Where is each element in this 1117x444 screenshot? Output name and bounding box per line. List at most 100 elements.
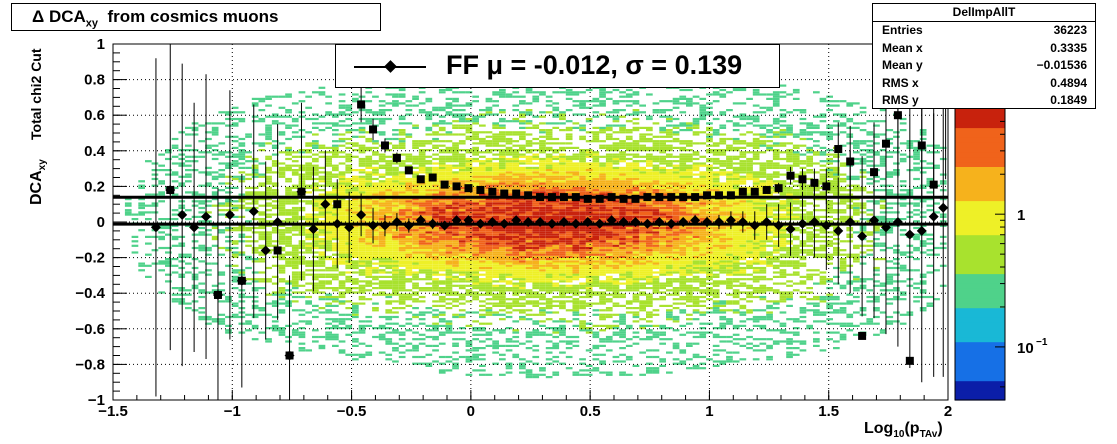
heatmap-cell <box>625 149 633 152</box>
heatmap-cell <box>525 229 533 232</box>
heatmap-cell <box>318 180 326 183</box>
heatmap-cell <box>425 233 433 236</box>
heatmap-cell <box>539 273 546 276</box>
heatmap-cell <box>318 242 326 245</box>
heatmap-cell <box>312 173 319 176</box>
heatmap-cell <box>358 291 366 294</box>
heatmap-cell <box>185 307 192 310</box>
heatmap-cell <box>545 162 553 165</box>
heatmap-cell <box>612 289 620 292</box>
heatmap-cell <box>225 295 232 299</box>
heatmap-cell <box>458 164 466 167</box>
heatmap-cell <box>565 226 573 230</box>
heatmap-cell <box>545 318 553 321</box>
heatmap-cell <box>418 287 426 290</box>
heatmap-cell <box>325 111 332 114</box>
heatmap-cell <box>472 273 479 276</box>
heatmap-cell <box>612 155 620 158</box>
heatmap-cell <box>499 266 506 270</box>
heatmap-cell <box>238 137 246 141</box>
heatmap-cell <box>398 226 406 230</box>
heatmap-cell <box>412 193 419 196</box>
heatmap-cell <box>572 371 580 374</box>
heatmap-cell <box>145 253 152 256</box>
heatmap-cell <box>585 173 593 176</box>
heatmap-cell <box>285 231 292 234</box>
heatmap-cell <box>298 309 306 312</box>
heatmap-cell <box>485 280 493 283</box>
heatmap-cell <box>572 238 580 241</box>
heatmap-cell <box>512 282 520 285</box>
heatmap-cell <box>392 184 399 187</box>
heatmap-cell <box>592 160 600 163</box>
heatmap-cell <box>532 238 540 241</box>
heatmap-cell <box>525 313 533 316</box>
heatmap-cell <box>619 100 626 103</box>
heatmap-cell <box>585 235 593 238</box>
heatmap-cell <box>619 329 626 332</box>
heatmap-cell <box>445 177 453 181</box>
heatmap-cell <box>452 97 459 100</box>
heatmap-cell <box>332 186 339 189</box>
heatmap-cell <box>592 284 600 287</box>
heatmap-cell <box>505 260 513 263</box>
heatmap-cell <box>432 106 439 109</box>
heatmap-cell <box>291 262 299 265</box>
heatmap-cell <box>225 117 232 121</box>
heatmap-cell <box>545 275 553 278</box>
heatmap-cell <box>158 291 165 294</box>
heatmap-cell <box>565 271 573 274</box>
heatmap-cell <box>332 269 339 272</box>
heatmap-cell <box>418 271 426 274</box>
heatmap-cell <box>485 211 493 214</box>
heatmap-cell <box>465 213 473 216</box>
heatmap-cell <box>432 191 439 194</box>
heatmap-cell <box>392 209 399 212</box>
heatmap-cell <box>365 315 373 319</box>
heatmap-cell <box>418 255 426 258</box>
heatmap-cell <box>312 246 319 250</box>
heatmap-cell <box>392 307 399 310</box>
heatmap-cell <box>458 238 466 241</box>
heatmap-cell <box>485 100 493 103</box>
heatmap-cell <box>512 231 520 234</box>
heatmap-cell <box>352 271 359 274</box>
heatmap-cell <box>452 177 459 181</box>
heatmap-cell <box>358 220 366 223</box>
heatmap-cell <box>251 142 259 145</box>
heatmap-cell <box>512 293 520 296</box>
heatmap-cell <box>505 193 513 196</box>
heatmap-cell <box>251 186 259 189</box>
heatmap-cell <box>412 273 419 276</box>
heatmap-cell <box>305 186 312 189</box>
heatmap-cell <box>405 233 413 236</box>
heatmap-cell <box>418 226 426 230</box>
heatmap-cell <box>592 275 600 278</box>
heatmap-cell <box>539 295 546 299</box>
heatmap-cell <box>438 120 446 123</box>
heatmap-cell <box>579 253 586 256</box>
heatmap-cell <box>452 200 459 203</box>
heatmap-cell <box>218 229 226 232</box>
heatmap-cell <box>185 209 192 212</box>
heatmap-cell <box>579 302 586 305</box>
heatmap-cell <box>432 253 439 256</box>
heatmap-cell <box>412 198 419 201</box>
heatmap-cell <box>338 280 346 283</box>
heatmap-cell <box>258 313 266 316</box>
heatmap-cell <box>418 362 426 365</box>
heatmap-cell <box>485 177 493 181</box>
heatmap-cell <box>565 367 573 370</box>
heatmap-cell <box>438 238 446 241</box>
heatmap-cell <box>599 246 606 250</box>
heatmap-cell <box>405 238 413 241</box>
heatmap-cell <box>251 193 259 196</box>
heatmap-cell <box>425 278 433 281</box>
heatmap-cell <box>565 287 573 290</box>
heatmap-cell <box>532 193 540 196</box>
heatmap-cell <box>352 200 359 203</box>
heatmap-cell <box>572 311 580 314</box>
heatmap-cell <box>519 166 526 169</box>
heatmap-cell <box>445 211 453 214</box>
heatmap-cell <box>265 209 272 212</box>
